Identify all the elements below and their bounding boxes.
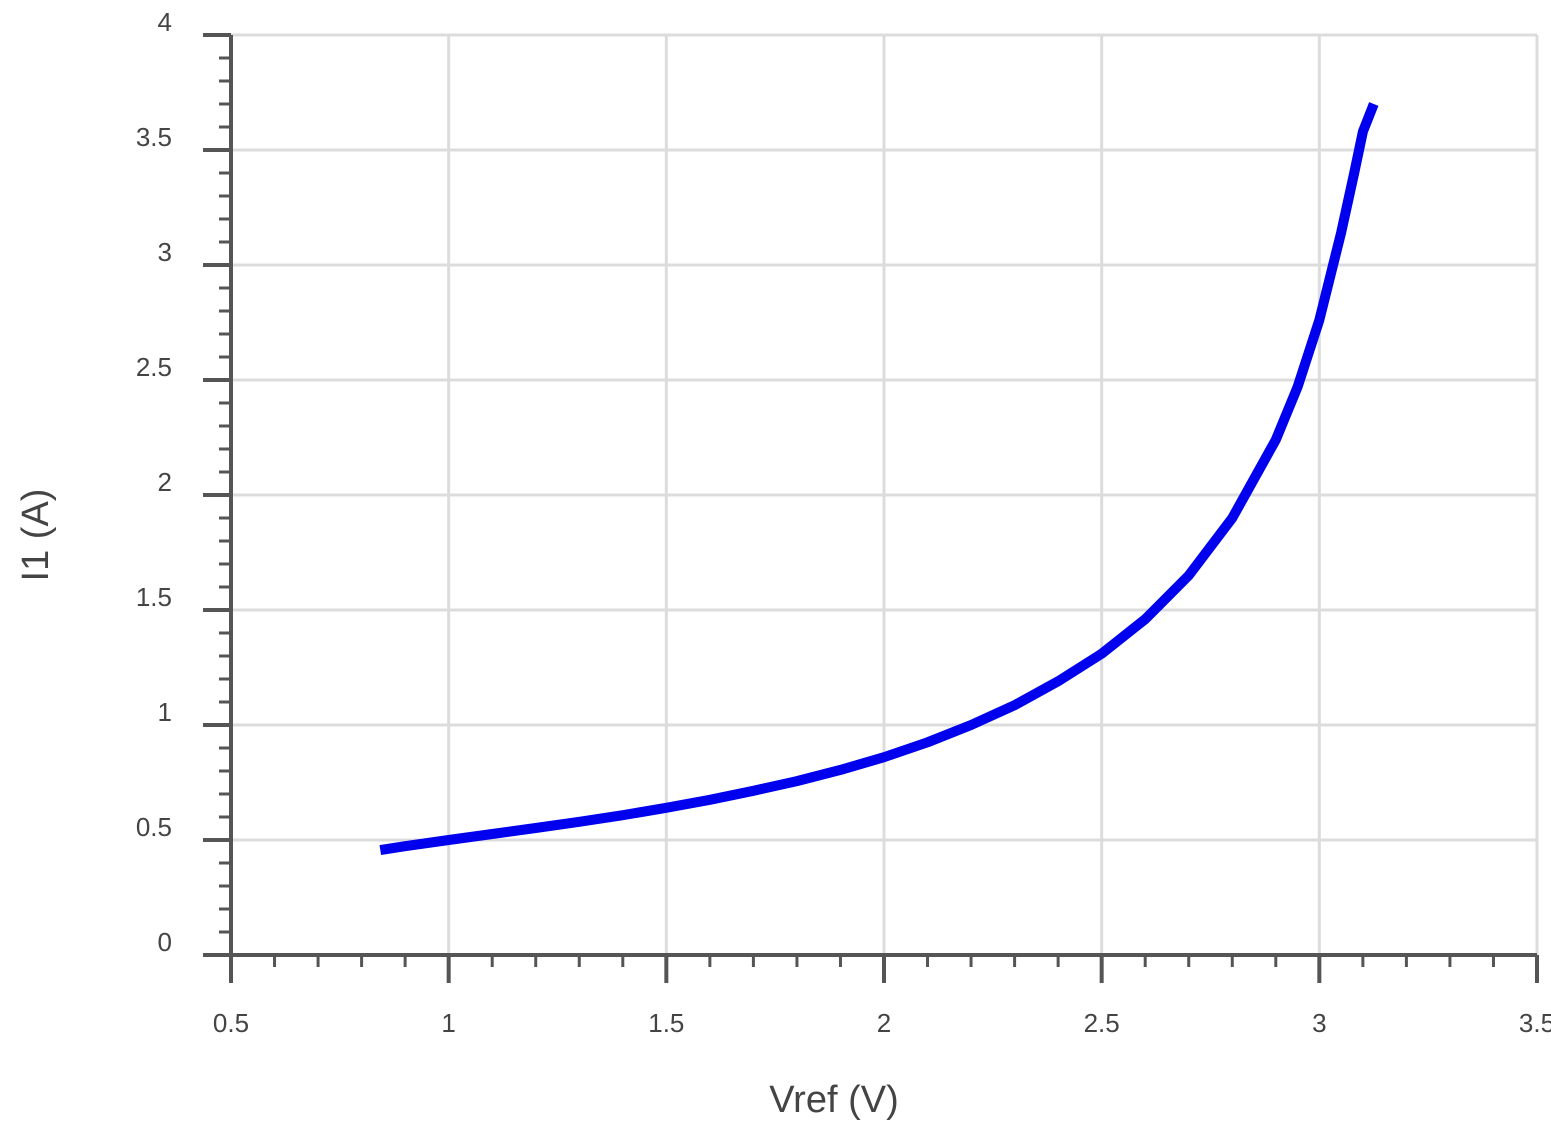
x-tick-label: 1 [441, 1008, 455, 1038]
series-layer [379, 102, 1379, 856]
x-axis-label: Vref (V) [769, 1079, 899, 1121]
x-tick-label: 2.5 [1084, 1008, 1120, 1038]
series-line [379, 102, 1379, 856]
y-tick-label: 3 [158, 237, 172, 267]
y-tick-label: 0 [158, 927, 172, 957]
y-tick-label: 1 [158, 697, 172, 727]
y-tick-label: 2.5 [136, 352, 172, 382]
y-tick-label: 3.5 [136, 122, 172, 152]
grid [231, 33, 1539, 955]
x-tick-label: 3.5 [1519, 1008, 1551, 1038]
x-tick-label: 0.5 [213, 1008, 249, 1038]
y-tick-label: 0.5 [136, 812, 172, 842]
x-tick-label: 3 [1312, 1008, 1326, 1038]
y-tick-label: 1.5 [136, 582, 172, 612]
x-tick-label: 2 [877, 1008, 891, 1038]
tick-labels: 0.5 1 1.5 2 2.5 3 3.5 0 0.5 1 1.5 2 2.5 3 3.5 4 [136, 7, 1551, 1038]
axes [203, 33, 1539, 983]
y-axis-label: I1 (A) [15, 489, 57, 582]
x-tick-label: 1.5 [648, 1008, 684, 1038]
y-tick-label: 2 [158, 467, 172, 497]
y-tick-label: 4 [158, 7, 172, 37]
